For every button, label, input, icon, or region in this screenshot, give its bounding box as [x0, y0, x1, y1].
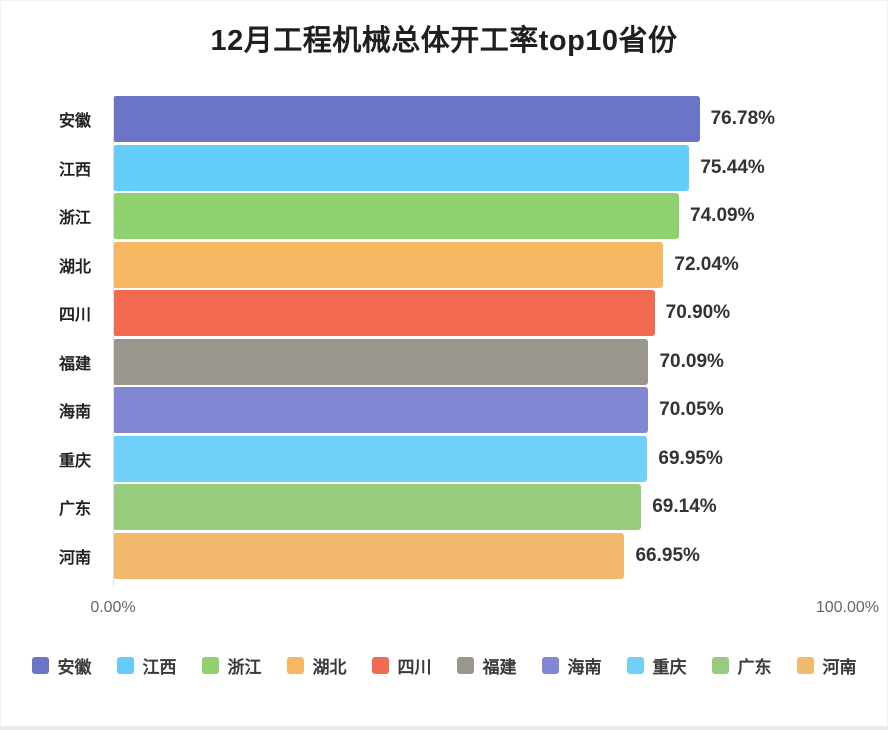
legend-item: 重庆 [626, 653, 687, 678]
value-label: 76.78% [710, 108, 776, 129]
category-label: 河南 [58, 549, 91, 567]
category-label: 浙江 [58, 210, 91, 227]
category-label: 湖北 [58, 258, 91, 276]
legend-swatch [31, 656, 49, 674]
bar [113, 387, 649, 433]
legend-label: 河南 [822, 657, 857, 677]
bar-row: 福建 70.09% [1, 338, 887, 385]
legend-swatch [116, 656, 134, 674]
value-label: 70.05% [659, 399, 724, 420]
legend-item: 河南 [796, 653, 857, 678]
x-axis-max-label: 100.00% [815, 598, 879, 616]
bar-rows-container: 安徽 76.78% 江西 75.44% 浙江 74.09% 湖北 72.04% 四川 70.90%… [1, 96, 887, 579]
bar-row: 河南 66.95% [1, 532, 887, 579]
bar-row: 四川 70.90% [1, 290, 887, 336]
legend-label: 湖北 [312, 657, 347, 677]
legend-item: 四川 [371, 653, 432, 678]
legend-item: 安徽 [31, 653, 92, 678]
bar [113, 484, 642, 530]
legend-item: 江西 [116, 653, 177, 678]
category-label: 广东 [58, 501, 91, 518]
chart-title: 12月工程机械总体开工率top10省份 [210, 25, 678, 57]
bar-row: 广东 69.14% [1, 484, 887, 530]
legend-swatch [541, 656, 559, 674]
legend-swatch [796, 656, 814, 674]
legend-swatch [286, 656, 304, 674]
bar-track: 69.95% [113, 435, 877, 482]
legend-swatch [711, 656, 729, 674]
bar-row: 浙江 74.09% [1, 193, 887, 239]
bar-track: 70.05% [113, 387, 877, 433]
bar-track: 76.78% [113, 96, 877, 142]
legend-label: 江西 [142, 657, 177, 677]
bar [113, 193, 680, 239]
bar [113, 435, 648, 482]
legend-swatch [371, 656, 389, 674]
value-label: 69.14% [652, 496, 717, 517]
bar-chart-plot: 安徽 76.78% 江西 75.44% 浙江 74.09% 湖北 72.04% 四川 70.90%… [1, 96, 887, 586]
value-label: 72.04% [674, 253, 739, 275]
legend-item: 湖北 [286, 653, 347, 678]
bar-track: 66.95% [113, 532, 877, 579]
bar [113, 96, 700, 142]
bar-row: 海南 70.05% [1, 387, 887, 433]
bar [113, 532, 625, 579]
bar [113, 338, 649, 385]
bar-row: 重庆 69.95% [1, 435, 887, 482]
category-label: 安徽 [58, 113, 91, 130]
value-label: 69.95% [658, 447, 723, 469]
legend-label: 四川 [397, 657, 432, 677]
legend: 安徽 江西 浙江 湖北 四川 福建 海南 重庆 广东 河南 [1, 653, 887, 678]
bar-track: 69.14% [113, 484, 877, 530]
bar [113, 144, 690, 191]
category-label: 海南 [58, 404, 91, 421]
legend-label: 海南 [567, 657, 602, 677]
bar-row: 江西 75.44% [1, 144, 887, 191]
category-label: 重庆 [58, 452, 91, 470]
value-label: 70.09% [659, 350, 724, 372]
legend-item: 浙江 [201, 653, 262, 678]
x-axis-min-label: 0.00% [90, 598, 136, 616]
bar-track: 74.09% [113, 193, 877, 239]
bar [113, 241, 664, 288]
legend-label: 重庆 [652, 657, 687, 677]
legend-label: 广东 [737, 657, 772, 677]
bar-row: 安徽 76.78% [1, 96, 887, 142]
category-label: 江西 [58, 161, 91, 179]
value-label: 66.95% [635, 544, 700, 566]
legend-label: 安徽 [57, 657, 92, 677]
bar-track: 72.04% [113, 241, 877, 288]
y-axis-line [113, 96, 114, 586]
value-label: 75.44% [700, 156, 765, 178]
category-label: 四川 [58, 307, 91, 324]
bar-track: 75.44% [113, 144, 877, 191]
legend-swatch [201, 656, 219, 674]
x-axis: 0.00% 100.00% [1, 593, 887, 623]
bar [113, 290, 655, 336]
value-label: 74.09% [690, 205, 755, 226]
legend-item: 广东 [711, 653, 772, 678]
legend-label: 福建 [482, 657, 517, 677]
category-label: 福建 [58, 355, 91, 373]
bar-row: 湖北 72.04% [1, 241, 887, 288]
bar-track: 70.09% [113, 338, 877, 385]
value-label: 70.90% [665, 302, 731, 323]
legend-swatch [626, 656, 644, 674]
bar-track: 70.90% [113, 290, 877, 336]
legend-label: 浙江 [227, 657, 262, 677]
legend-item: 福建 [456, 653, 517, 678]
legend-swatch [456, 656, 474, 674]
legend-item: 海南 [541, 653, 602, 678]
